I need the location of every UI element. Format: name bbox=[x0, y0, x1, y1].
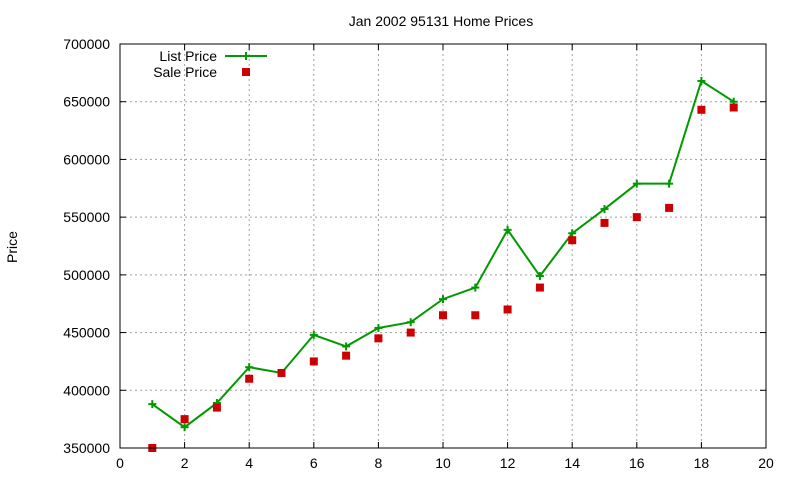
y-tick-label: 450000 bbox=[63, 325, 110, 341]
list-price-point bbox=[665, 179, 674, 188]
sale-price-point bbox=[180, 415, 189, 424]
list-price-point bbox=[180, 423, 189, 432]
legend-label-list-price: List Price bbox=[159, 48, 217, 64]
y-tick-label: 600000 bbox=[63, 151, 110, 167]
list-price-point bbox=[309, 330, 318, 339]
list-price-point bbox=[439, 295, 447, 304]
sale-price-point bbox=[568, 236, 577, 245]
y-tick-label: 350000 bbox=[63, 440, 110, 456]
list-price-point bbox=[568, 229, 577, 238]
legend-label-sale-price: Sale Price bbox=[153, 64, 217, 80]
list-price-point bbox=[503, 225, 512, 234]
list-price-point bbox=[148, 400, 157, 409]
y-tick-label: 650000 bbox=[63, 94, 110, 110]
sale-price-point bbox=[697, 105, 706, 114]
sale-price-point bbox=[600, 218, 609, 227]
grid bbox=[120, 44, 766, 448]
y-tick-label: 550000 bbox=[63, 209, 110, 225]
sale-price-point bbox=[471, 311, 480, 320]
sale-price-point bbox=[632, 213, 641, 222]
sale-price-point bbox=[212, 403, 221, 412]
chart-title: Jan 2002 95131 Home Prices bbox=[349, 13, 533, 29]
x-tick-label: 2 bbox=[181, 455, 189, 471]
x-tick-label: 16 bbox=[629, 455, 645, 471]
y-tick-label: 700000 bbox=[63, 36, 110, 52]
axis-ticks: 0 2 4 6 8 10 12 14 16 18 20 350000 400000 450000 50000… bbox=[63, 36, 774, 471]
sale-price-point bbox=[439, 311, 447, 320]
sale-price-point bbox=[729, 103, 738, 112]
y-tick-label: 500000 bbox=[63, 267, 110, 283]
x-tick-label: 18 bbox=[694, 455, 710, 471]
y-tick-label: 400000 bbox=[63, 382, 110, 398]
sale-price-point bbox=[503, 305, 512, 314]
plot-frame bbox=[119, 43, 767, 449]
legend: List Price Sale Price bbox=[153, 48, 267, 80]
sale-price-point bbox=[406, 328, 415, 337]
sale-price-point bbox=[277, 368, 286, 377]
legend-marker-sale-price bbox=[242, 68, 250, 76]
x-tick-label: 14 bbox=[564, 455, 580, 471]
x-tick-label: 12 bbox=[500, 455, 516, 471]
sale-price-point bbox=[374, 334, 383, 343]
x-tick-label: 8 bbox=[375, 455, 383, 471]
x-tick-label: 20 bbox=[758, 455, 774, 471]
x-tick-label: 6 bbox=[310, 455, 318, 471]
x-tick-label: 10 bbox=[435, 455, 451, 471]
list-price-point bbox=[600, 205, 609, 214]
y-axis-label: Price bbox=[4, 231, 20, 263]
list-price-point bbox=[632, 179, 641, 188]
list-price-point bbox=[406, 318, 415, 327]
sale-price-point bbox=[309, 357, 318, 366]
list-price-point bbox=[697, 76, 706, 85]
x-tick-label: 0 bbox=[116, 455, 124, 471]
sale-price-point bbox=[245, 374, 254, 383]
list-price-point bbox=[374, 323, 383, 332]
legend-marker-list-price bbox=[242, 52, 250, 60]
sale-price-point bbox=[342, 351, 351, 360]
sale-price-point bbox=[535, 283, 544, 292]
data-series bbox=[148, 76, 738, 452]
list-price-point bbox=[535, 272, 544, 281]
list-price-point bbox=[245, 363, 254, 372]
list-price-point bbox=[471, 283, 480, 292]
x-tick-label: 4 bbox=[245, 455, 253, 471]
sale-price-point bbox=[665, 203, 674, 212]
list-price-point bbox=[342, 342, 351, 351]
